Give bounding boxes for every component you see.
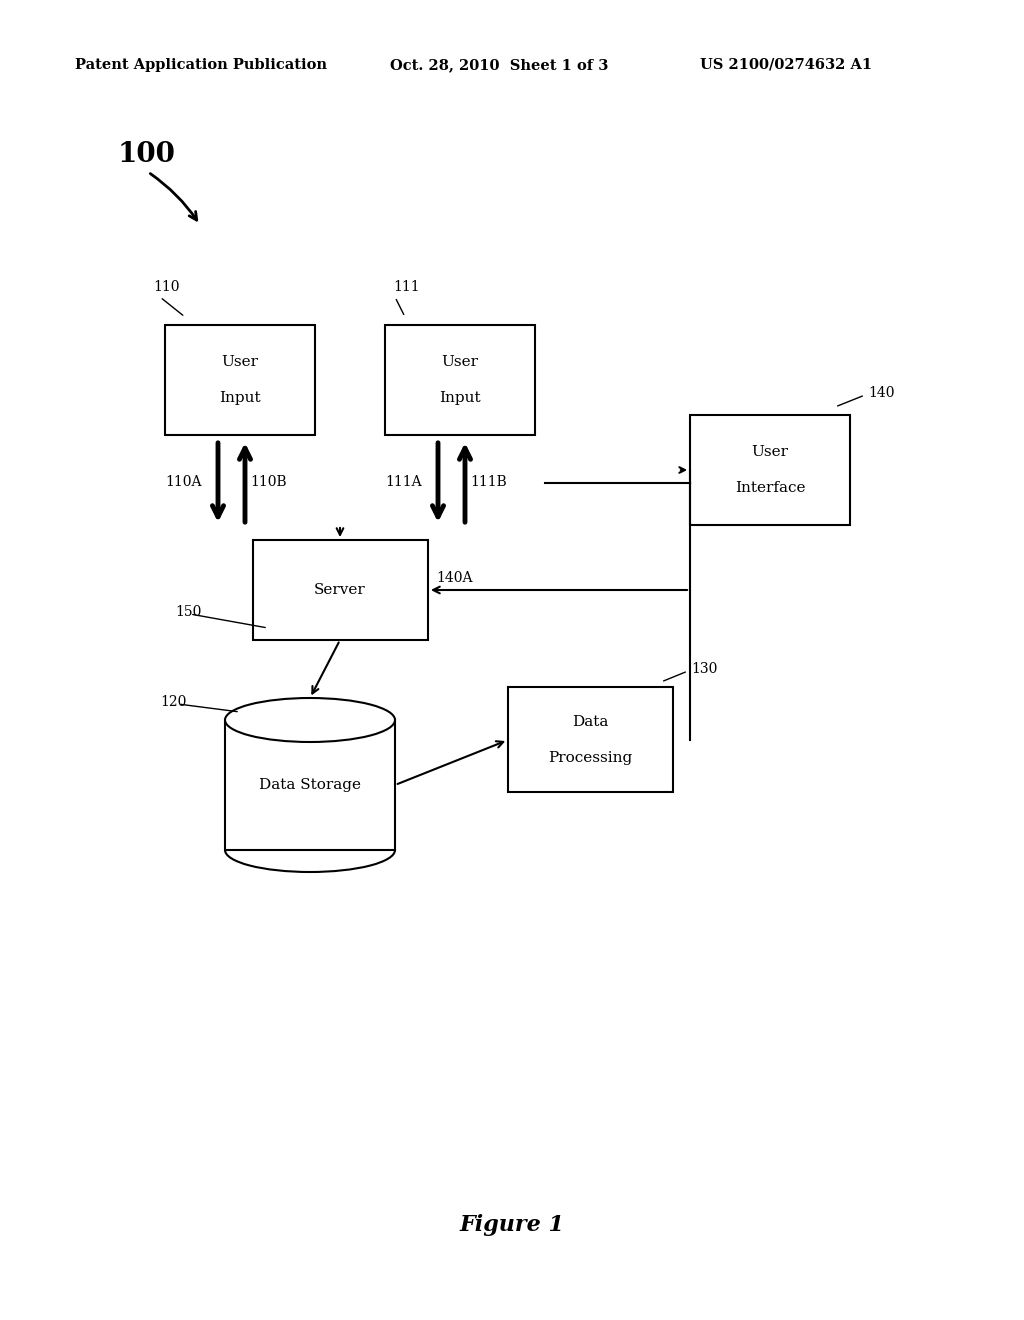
- Bar: [253, 540, 428, 640]
- Text: User: User: [752, 445, 788, 459]
- Text: 111A: 111A: [385, 475, 422, 490]
- Text: 110B: 110B: [250, 475, 287, 490]
- Text: 130: 130: [691, 663, 718, 676]
- Ellipse shape: [225, 698, 395, 742]
- Text: 100: 100: [118, 141, 176, 169]
- Text: Processing: Processing: [548, 751, 632, 766]
- Text: Data: Data: [571, 715, 608, 729]
- Text: Data Storage: Data Storage: [259, 777, 361, 792]
- Bar: [690, 414, 850, 525]
- Text: Patent Application Publication: Patent Application Publication: [75, 58, 327, 73]
- Text: Oct. 28, 2010  Sheet 1 of 3: Oct. 28, 2010 Sheet 1 of 3: [390, 58, 608, 73]
- Text: Interface: Interface: [735, 480, 805, 495]
- Text: 120: 120: [160, 696, 186, 709]
- Bar: [165, 325, 315, 436]
- Text: US 2100/0274632 A1: US 2100/0274632 A1: [700, 58, 872, 73]
- Text: 111B: 111B: [470, 475, 507, 490]
- Text: 110: 110: [153, 280, 179, 294]
- Text: 140A: 140A: [436, 572, 472, 585]
- Text: 110A: 110A: [165, 475, 202, 490]
- Text: User: User: [221, 355, 258, 370]
- Text: 150: 150: [175, 605, 202, 619]
- Bar: [225, 719, 395, 850]
- Bar: [385, 325, 535, 436]
- Text: Figure 1: Figure 1: [460, 1214, 564, 1236]
- Text: Server: Server: [314, 583, 366, 597]
- Text: Input: Input: [439, 391, 481, 405]
- Text: 140: 140: [868, 385, 895, 400]
- Text: User: User: [441, 355, 478, 370]
- Text: Input: Input: [219, 391, 261, 405]
- Text: 111: 111: [393, 280, 420, 294]
- Bar: [508, 686, 673, 792]
